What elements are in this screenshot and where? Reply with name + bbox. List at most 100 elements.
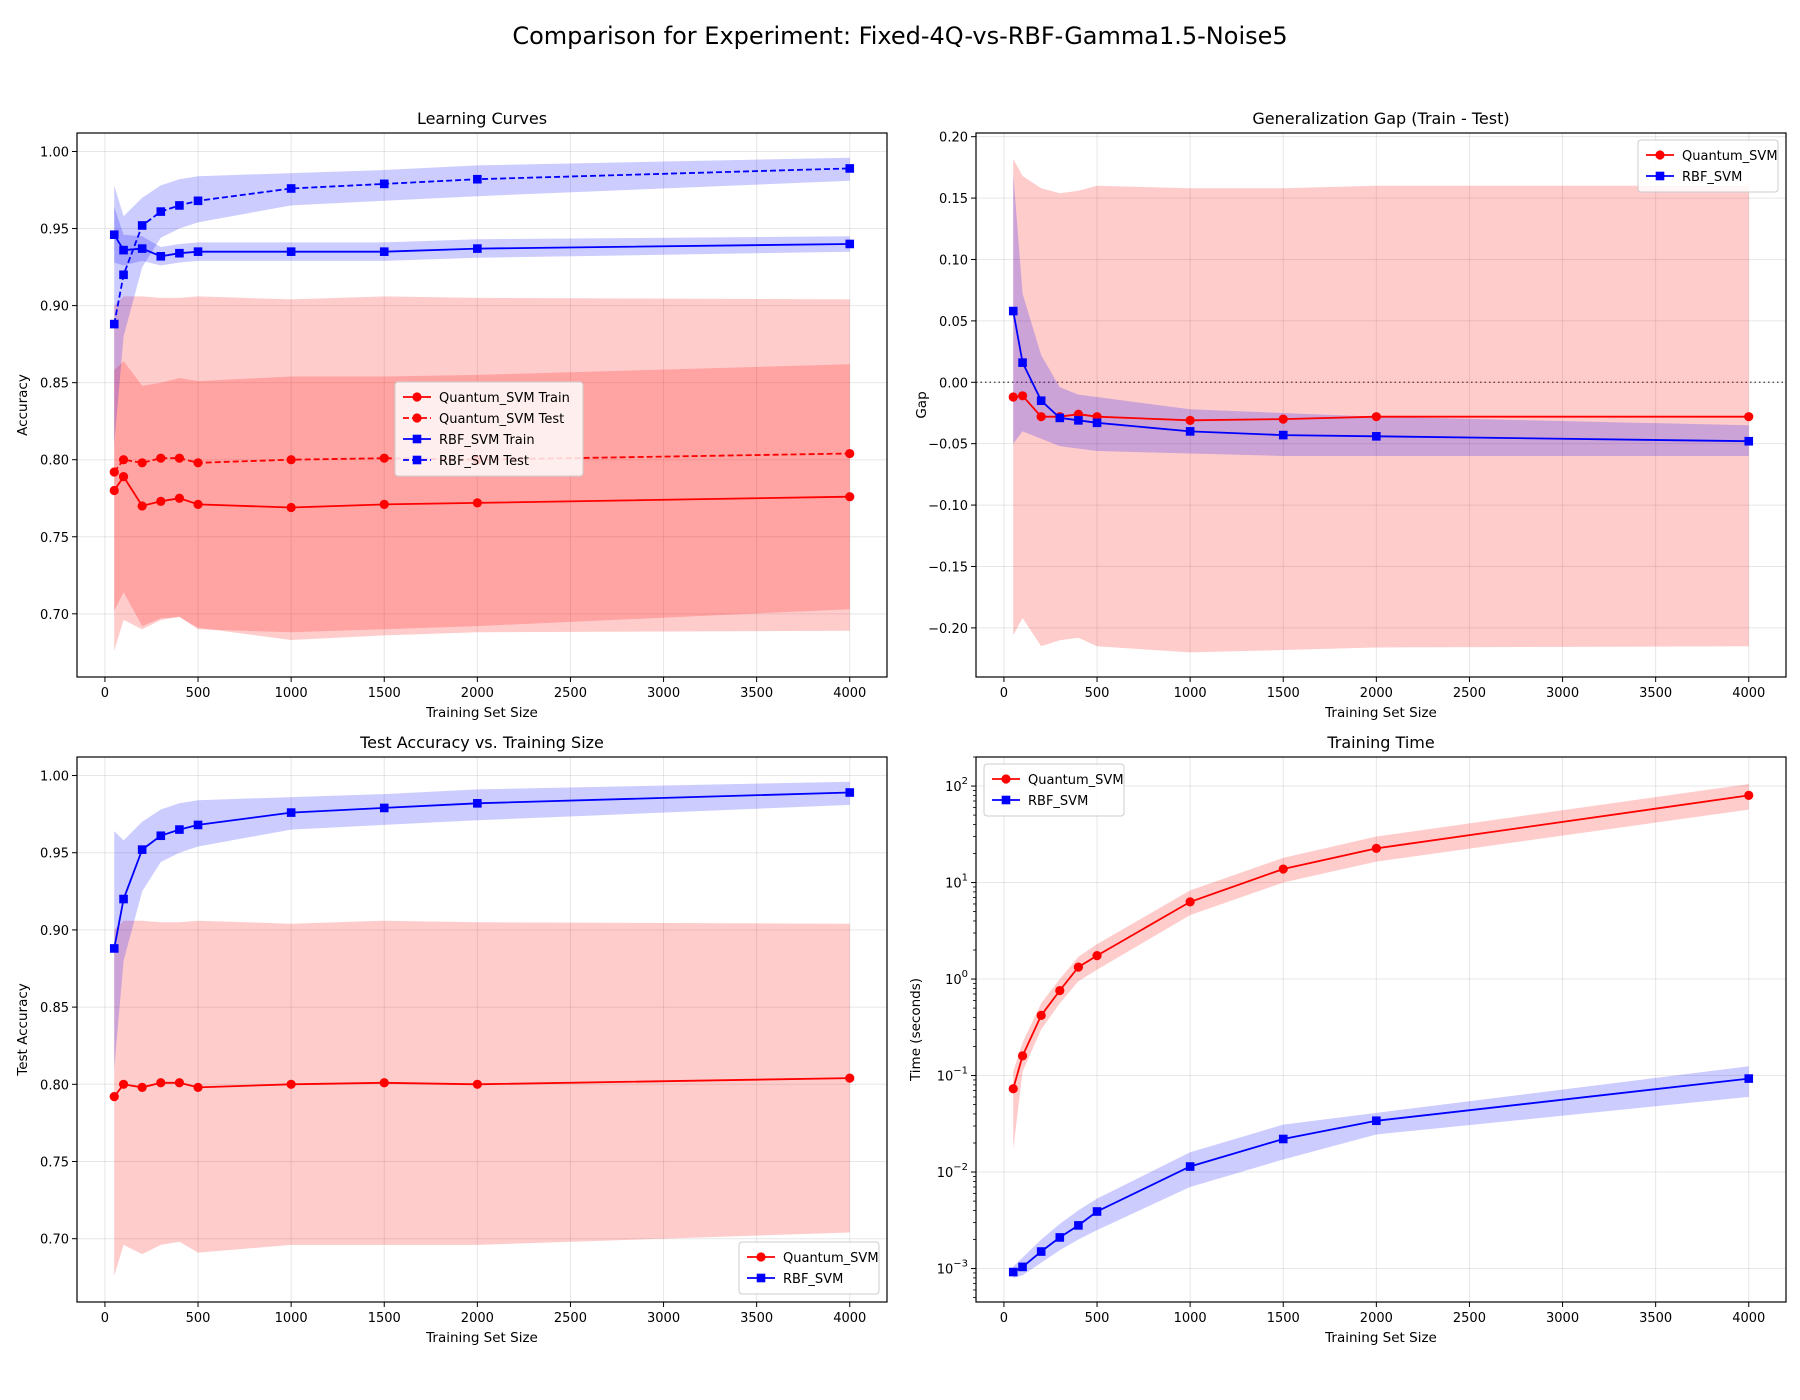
legend: Quantum_SVM RBF_SVM (738, 1241, 880, 1295)
x-axis-label: Training Set Size (1324, 1330, 1437, 1346)
panel-test_accuracy: 0 500 1000 1500 2000 2500 3000 3500 4000 0.70 0.75… (15, 733, 888, 1346)
x-tick-label: 4000 (1732, 686, 1765, 701)
data-point (1185, 1162, 1195, 1171)
data-point (1744, 1074, 1754, 1083)
x-tick-label: 2500 (554, 686, 587, 701)
confidence-band-0 (1013, 784, 1749, 1150)
y-tick-label: 10−2 (937, 1162, 968, 1181)
data-point (1055, 985, 1065, 996)
legend-marker (1655, 150, 1665, 160)
legend-label: Quantum_SVM Train (439, 391, 570, 406)
data-point (286, 1079, 296, 1089)
legend-label: RBF_SVM (783, 1272, 843, 1287)
data-point (1018, 358, 1027, 367)
data-point (379, 453, 389, 463)
legend-marker (756, 1273, 766, 1283)
x-tick-label: 2000 (461, 686, 494, 701)
x-tick-label: 1500 (368, 1311, 401, 1326)
x-axis-label: Training Set Size (425, 1330, 538, 1346)
data-point (473, 174, 482, 184)
y-tick-label: 10−3 (937, 1259, 968, 1278)
data-point (118, 455, 129, 465)
data-point (1036, 412, 1046, 422)
x-tick-label: 0 (101, 1311, 109, 1326)
confidence-band-0 (1013, 158, 1749, 653)
data-point (473, 244, 482, 253)
y-tick-label: 1.00 (40, 145, 69, 160)
data-point (1744, 436, 1754, 446)
data-point (845, 164, 855, 173)
confidence-band-1 (1013, 173, 1749, 456)
y-tick-label: 0.00 (939, 376, 968, 391)
data-point (119, 270, 128, 280)
data-point (1018, 1262, 1027, 1272)
legend-label: Quantum_SVM (1028, 773, 1124, 788)
plot-content (1008, 784, 1754, 1278)
y-tick-label: 0.90 (40, 924, 69, 939)
data-point (118, 1079, 129, 1089)
data-point (472, 498, 482, 508)
data-point (472, 1079, 482, 1089)
series-line-0 (113, 1077, 850, 1098)
y-tick-label: 0.05 (939, 315, 968, 330)
data-point (845, 239, 855, 249)
y-tick-label: 100 (945, 969, 968, 988)
legend-label: RBF_SVM Train (439, 433, 535, 448)
legend-marker (412, 434, 422, 444)
data-point (174, 453, 185, 463)
x-tick-label: 500 (1085, 686, 1110, 701)
data-point (193, 1082, 203, 1092)
confidence-band-3 (114, 157, 850, 445)
data-point (174, 493, 185, 503)
data-point (156, 496, 166, 506)
x-tick-label: 2500 (554, 1311, 587, 1326)
data-point (109, 319, 119, 329)
x-tick-label: 1000 (275, 686, 308, 701)
x-tick-label: 3000 (647, 686, 680, 701)
legend-box (1637, 139, 1779, 193)
data-point (109, 944, 119, 953)
data-point (137, 845, 147, 854)
data-point (175, 825, 184, 834)
x-tick-label: 3000 (1546, 686, 1579, 701)
data-point (109, 230, 119, 240)
data-point (1074, 416, 1083, 425)
data-point (286, 808, 296, 817)
data-point (1074, 1221, 1083, 1230)
data-point (845, 492, 855, 502)
data-point (845, 1073, 855, 1083)
data-point (845, 788, 855, 797)
y-tick-label: 0.90 (40, 300, 69, 315)
y-tick-label: 0.70 (40, 1233, 69, 1248)
panel-generalization_gap: 0 500 1000 1500 2000 2500 3000 3500 4000 −0.20 −0.… (914, 109, 1787, 721)
data-point (156, 831, 166, 841)
legend-marker (412, 413, 422, 423)
data-point (379, 179, 389, 189)
data-point (1278, 430, 1288, 440)
data-point (109, 1092, 119, 1102)
legend-marker (412, 392, 422, 402)
data-point (156, 251, 166, 261)
data-point (1185, 897, 1195, 907)
x-tick-label: 500 (186, 1311, 211, 1326)
legend-box (983, 763, 1125, 817)
x-tick-label: 3500 (1639, 1311, 1672, 1326)
y-tick-label: 0.75 (40, 1156, 69, 1171)
legend: Quantum_SVM Train Quantum_SVM Test RBF_SVM… (394, 381, 584, 477)
data-point (286, 247, 296, 256)
data-point (286, 455, 296, 465)
y-tick-label: −0.05 (928, 438, 968, 453)
data-point (1092, 418, 1102, 428)
x-tick-label: 0 (1000, 1311, 1008, 1326)
legend-box (738, 1241, 880, 1295)
data-point (1744, 790, 1754, 801)
x-tick-label: 1500 (1267, 686, 1300, 701)
data-point (1092, 950, 1102, 961)
data-point (379, 499, 389, 509)
data-point (1185, 415, 1195, 425)
x-tick-label: 3000 (647, 1311, 680, 1326)
data-point (193, 820, 203, 830)
x-tick-label: 3500 (1639, 686, 1672, 701)
y-tick-label: 0.15 (939, 192, 968, 207)
